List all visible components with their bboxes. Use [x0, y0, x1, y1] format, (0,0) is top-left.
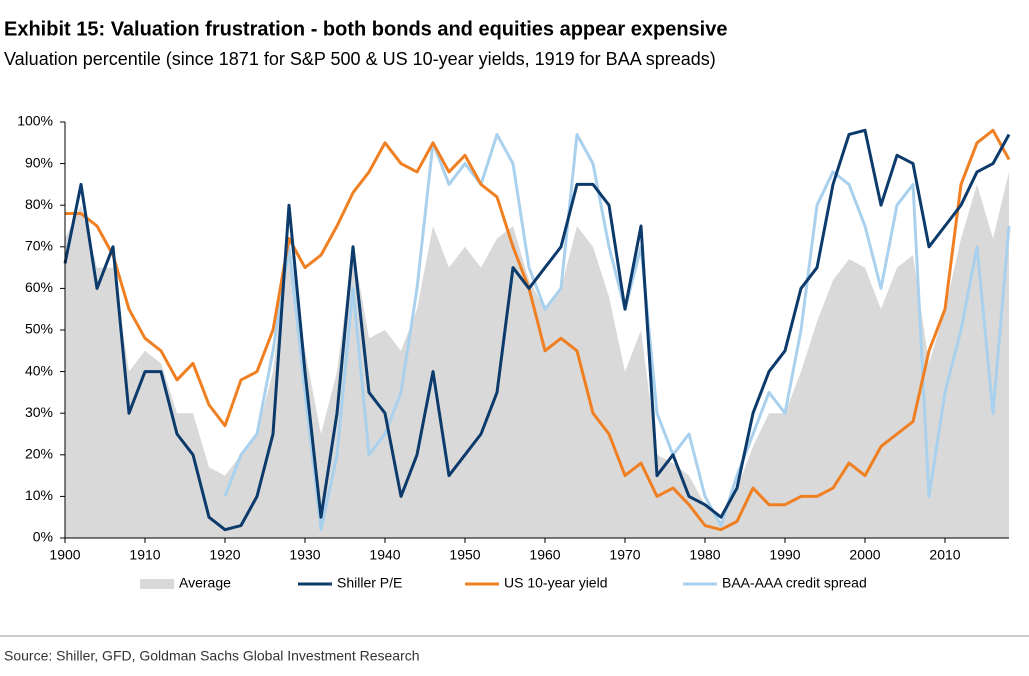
line: [65, 128, 1011, 532]
x-tick-label: 1970: [609, 547, 640, 563]
area: [65, 171, 1009, 539]
y-tick-label: 30%: [25, 404, 53, 420]
chart-title: Exhibit 15: Valuation frustration - both…: [4, 18, 727, 40]
x-tick-label: 1930: [289, 547, 320, 563]
legend-label: Average: [179, 575, 231, 591]
line: [223, 132, 1011, 532]
x-tick-label: 2000: [849, 547, 880, 563]
legend-swatch: [140, 579, 174, 589]
x-tick-label: 1900: [49, 547, 80, 563]
x-tick-label: 1980: [689, 547, 720, 563]
y-tick-label: 20%: [25, 446, 53, 462]
y-tick-label: 70%: [25, 238, 53, 254]
y-tick-label: 10%: [25, 487, 53, 503]
y-tick-label: 90%: [25, 154, 53, 170]
x-tick-label: 1950: [449, 547, 480, 563]
x-tick-label: 1960: [529, 547, 560, 563]
y-tick-label: 80%: [25, 196, 53, 212]
line: [63, 128, 1011, 532]
x-tick-label: 1990: [769, 547, 800, 563]
y-tick-label: 40%: [25, 362, 53, 378]
chart-subtitle: Valuation percentile (since 1871 for S&P…: [4, 49, 716, 69]
y-tick-label: 60%: [25, 279, 53, 295]
x-tick-label: 2010: [929, 547, 960, 563]
x-tick-label: 1920: [209, 547, 240, 563]
source: Source: Shiller, GFD, Goldman Sachs Glob…: [4, 648, 420, 664]
legend-label: BAA-AAA credit spread: [722, 575, 867, 591]
legend-label: US 10-year yield: [504, 575, 608, 591]
y-tick-label: 50%: [25, 321, 53, 337]
y-tick-label: 0%: [33, 529, 53, 545]
legend-label: Shiller P/E: [337, 575, 402, 591]
x-tick-label: 1940: [369, 547, 400, 563]
y-tick-label: 100%: [17, 113, 53, 129]
x-tick-label: 1910: [129, 547, 160, 563]
